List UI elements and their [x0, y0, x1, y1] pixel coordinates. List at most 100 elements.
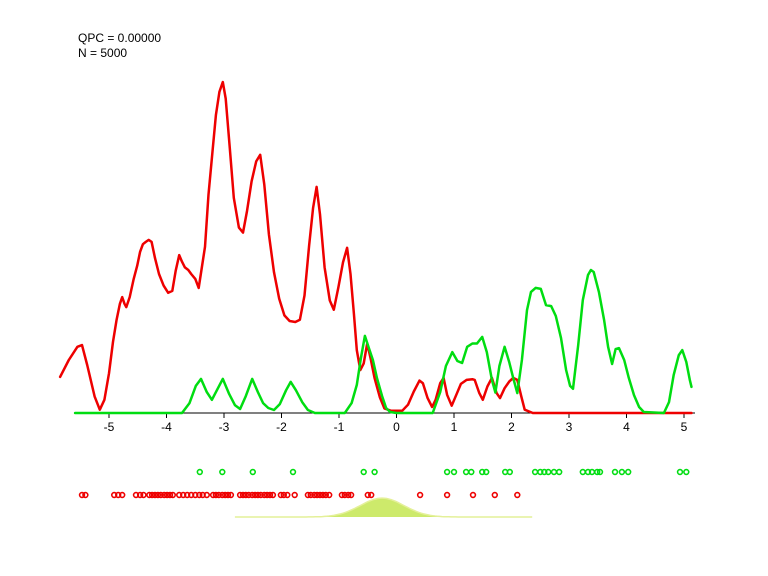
class2-rug-row-marker [219, 468, 226, 476]
class1-rug-row-marker [239, 491, 247, 499]
class2-rug-row-marker [360, 468, 367, 476]
class1-rug-row-marker [469, 491, 477, 499]
class1-rug-row-marker [277, 491, 285, 499]
class1-rug-row-marker [311, 491, 318, 499]
class1-rug-row-marker [307, 491, 314, 499]
class2-rug-row-marker [468, 468, 475, 476]
class1-rug-row-marker [254, 491, 262, 499]
class2-rug-row-marker [588, 468, 596, 476]
class2-rug-row-marker [483, 468, 490, 476]
class2-rug-row-marker [506, 468, 513, 476]
class2-rug-row-marker [676, 468, 684, 476]
class2-rug-row-marker [249, 468, 257, 476]
class2-rug-row-marker [611, 468, 619, 476]
class1-rug-row-marker [184, 491, 191, 499]
class1-rug-row-marker [249, 491, 256, 499]
class1-rug-row-marker [169, 491, 177, 499]
class2-rug-row-marker [555, 468, 563, 476]
class1-rug-row-marker [146, 491, 153, 499]
class1-rug-row-marker [242, 491, 250, 499]
x-axis-tick-label: 3 [566, 420, 573, 434]
class1-rug-row [78, 491, 521, 499]
qpc-value: QPC = 0.00000 [78, 31, 162, 45]
class1-rug-row-marker [251, 491, 259, 499]
class1-rug-row-marker [416, 491, 424, 499]
class2-rug-row-marker [196, 468, 204, 476]
class1-rug-row-marker [284, 491, 291, 499]
class1-rug-row-marker [326, 491, 333, 499]
class1-rug-row-marker [114, 491, 122, 499]
class1-rug-row-marker [224, 491, 232, 499]
class1-rug-row-marker [257, 491, 264, 499]
class1-rug-row-marker [110, 491, 118, 499]
class2-rug-row-marker [450, 468, 458, 476]
class1-rug-row-marker [443, 491, 451, 499]
class2-rug-row-marker [289, 468, 297, 476]
class1-rug-row-marker [82, 491, 89, 499]
x-axis-tick-label: -4 [161, 420, 172, 434]
class1-rug-row-marker [219, 491, 226, 499]
class1-rug-row-marker [203, 491, 211, 499]
class1-rug-row-marker [215, 491, 223, 499]
class1-rug-row-marker [261, 491, 268, 499]
class1-rug-row-marker [322, 491, 329, 499]
class1-density-curve [58, 80, 693, 415]
class2-rug-row-marker [531, 468, 539, 476]
class2-rug-row-marker [596, 468, 604, 476]
x-axis-tick-label: -1 [334, 420, 345, 434]
class1-rug-row-marker [514, 491, 521, 499]
x-axis-tick-label: -3 [219, 420, 230, 434]
class1-rug-row-marker [192, 491, 199, 499]
class1-rug-row-marker [161, 491, 168, 499]
class2-rug-row-marker [618, 468, 626, 476]
class1-rug-row-marker [345, 491, 352, 499]
class1-rug-row-marker [78, 491, 86, 499]
class1-rug-row-marker [151, 491, 159, 499]
class1-rug-row-marker [280, 491, 287, 499]
class2-rug-row-marker [593, 468, 601, 476]
class1-rug-row-marker [347, 491, 355, 499]
x-axis-tick-label: 1 [451, 420, 458, 434]
class2-density-curve [73, 268, 693, 415]
class2-rug-row-marker [371, 468, 378, 476]
class1-rug-row-marker [163, 491, 171, 499]
class1-rug-row-marker [118, 491, 126, 499]
x-axis-tick-label: 0 [393, 420, 400, 434]
class1-rug-row-marker [148, 491, 156, 499]
class2-rug-row-marker [462, 468, 470, 476]
class1-rug-row-marker [316, 491, 324, 499]
class1-rug-row-marker [269, 491, 277, 499]
class1-rug-row-marker [341, 491, 348, 499]
class1-rug-row-marker [222, 491, 229, 499]
x-axis: -5 -4 -3 -2 -1 0 1 2 3 4 5 [75, 412, 695, 434]
class2-rug-row-marker [624, 468, 632, 476]
class1-rug-row-marker [304, 491, 312, 499]
class1-rug-row-marker [212, 491, 220, 499]
class1-rug-row-marker [180, 491, 187, 499]
class1-rug-row-marker [313, 491, 321, 499]
x-axis-tick-label: 2 [508, 420, 515, 434]
class1-rug-row-marker [157, 491, 165, 499]
class1-rug-row-marker [227, 491, 235, 499]
class2-rug-row [196, 468, 690, 476]
x-axis-tick-label: -5 [104, 420, 115, 434]
class1-rug-row-marker [319, 491, 327, 499]
class1-rug-row-marker [166, 491, 174, 499]
x-axis-tick-label: -2 [276, 420, 287, 434]
class2-rug-row-marker [545, 468, 552, 476]
class1-rug-row-marker [266, 491, 274, 499]
class1-rug-row-marker [236, 491, 244, 499]
class1-rug-row-marker [368, 491, 375, 499]
class2-rug-row-marker [443, 468, 451, 476]
class1-rug-row-marker [291, 491, 298, 499]
class1-rug-row-marker [154, 491, 162, 499]
class1-rug-row-marker [140, 491, 147, 499]
class2-rug-row-marker [579, 468, 586, 476]
stats-annotation: QPC = 0.00000 N = 5000 [78, 31, 161, 61]
class1-rug-row-marker [263, 491, 271, 499]
class1-rug-row-marker [136, 491, 144, 499]
class1-rug-row-marker [209, 491, 217, 499]
class1-rug-row-marker [245, 491, 252, 499]
